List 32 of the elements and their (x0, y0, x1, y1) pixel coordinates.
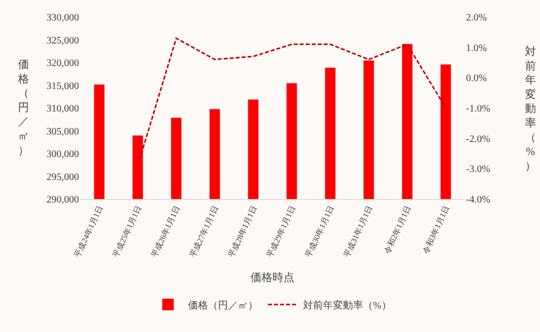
x-tick-label: 令和3年1月1日 (421, 204, 452, 256)
x-tick-label: 平成27年1月1日 (188, 204, 220, 259)
y-axis-title: 価格（円／㎡） (17, 59, 29, 157)
x-tick-label: 平成24年1月1日 (72, 204, 105, 259)
text: 対前年変動率（%） (525, 46, 536, 172)
y2-tick-label: 2.0% (466, 12, 487, 24)
y-tick-label: 330,000 (46, 12, 79, 24)
legend-label: 対前年変動率（%） (303, 299, 392, 312)
legend-label: 価格（円／㎡） (188, 299, 258, 312)
y2-tick-label: 0.0% (466, 73, 487, 84)
y-tick-label: 315,000 (46, 80, 79, 92)
x-tick-label: 平成30年1月1日 (304, 204, 336, 259)
y2-tick-label: -4.0% (466, 194, 490, 206)
x-axis-title: 価格時点 (250, 271, 294, 284)
x-tick-label: 平成28年1月1日 (226, 204, 259, 259)
line-series (137, 37, 446, 166)
y-tick-label: 300,000 (46, 149, 79, 160)
y-tick-label: 305,000 (46, 126, 79, 138)
y-tick-label: 325,000 (46, 35, 79, 46)
y2-tick-label: -2.0% (466, 134, 490, 145)
y2-tick-label: -3.0% (466, 164, 490, 176)
x-tick-label: 平成26年1月1日 (150, 204, 182, 259)
y-tick-label: 290,000 (46, 194, 79, 206)
y-tick-label: 320,000 (46, 58, 79, 69)
y-tick-label: 310,000 (46, 104, 79, 114)
x-tick-label: 平成25年1月1日 (111, 204, 144, 259)
y2-tick-label: 1.0% (466, 42, 487, 54)
y2-tick-label: -1.0% (466, 104, 490, 114)
x-tick-label: 令和2年1月1日 (382, 204, 413, 256)
x-tick-label: 平成31年1月1日 (342, 204, 374, 259)
y-tick-label: 295,000 (46, 172, 79, 183)
x-tick-label: 平成29年1月1日 (265, 204, 298, 259)
